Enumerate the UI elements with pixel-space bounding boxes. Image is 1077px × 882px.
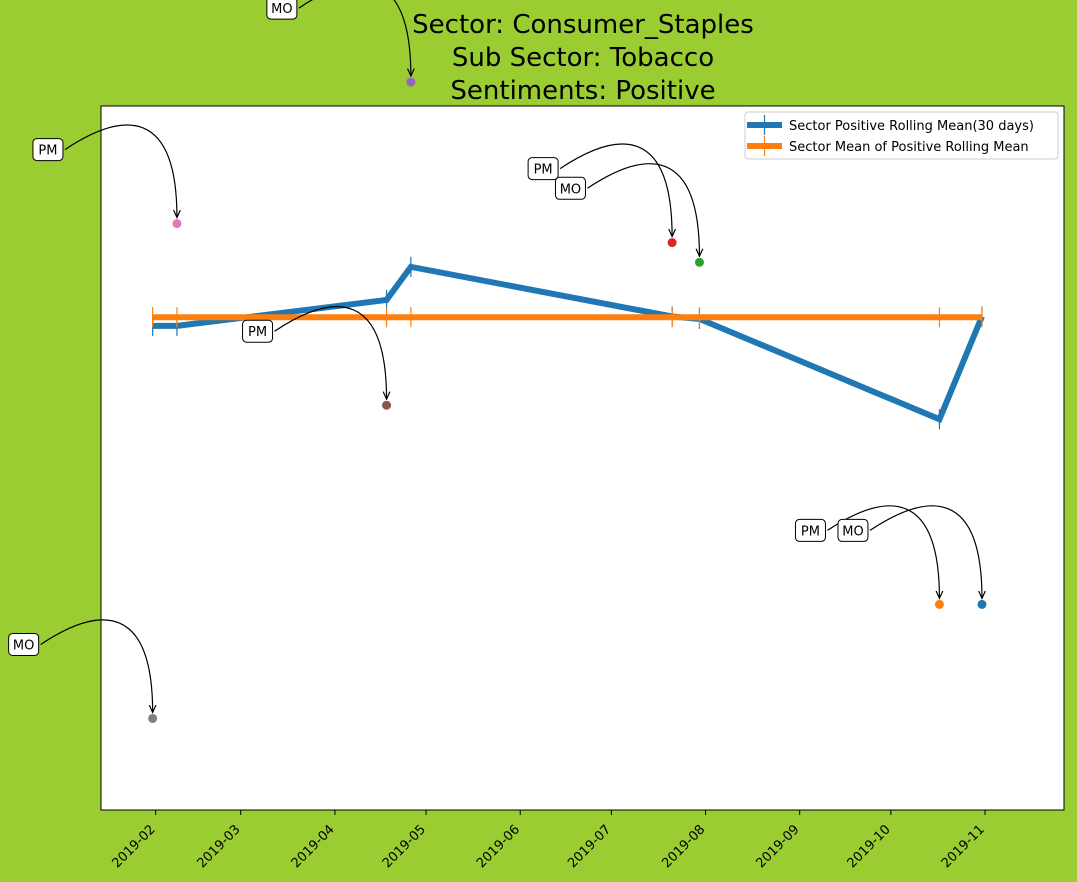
annotation-box	[837, 518, 869, 542]
annotation-box	[527, 157, 559, 181]
x-tick-label: 2019-05	[380, 822, 429, 871]
annotation-arrow	[869, 505, 982, 599]
annotation-box	[794, 518, 826, 542]
x-tick-label: 2019-11	[939, 822, 988, 871]
annotation-arrow	[64, 124, 177, 218]
legend: Sector Positive Rolling Mean(30 days) Se…	[744, 111, 1059, 160]
x-axis: 2019-02 2019-03 2019-04 2019-05 2019-06 2019-…	[109, 810, 988, 871]
x-tick-label: 2019-06	[474, 822, 523, 871]
scatter-layer	[148, 77, 987, 723]
annotation-arrow	[298, 0, 411, 76]
annotation-box	[266, 0, 298, 20]
x-tick-label: 2019-07	[565, 822, 614, 871]
annotation-box	[8, 632, 40, 656]
annotation-arrow	[274, 306, 387, 400]
annotation-box	[32, 138, 64, 162]
scatter-point-mo	[406, 77, 416, 87]
annotation-label: MO	[13, 638, 34, 653]
series-line-0	[152, 263, 985, 424]
scatter-point-mo	[694, 257, 704, 267]
scatter-point-pm	[934, 599, 944, 609]
title-line-2: Sub Sector: Tobacco	[452, 43, 714, 73]
series-layer	[152, 256, 985, 430]
x-tick-label: 2019-03	[195, 822, 244, 871]
annotation-arrow	[827, 505, 939, 599]
annotation-box	[554, 176, 586, 200]
x-tick-label: 2019-10	[845, 822, 894, 871]
scatter-point-pm	[382, 400, 392, 410]
legend-label-mean: Sector Mean of Positive Rolling Mean	[789, 140, 1029, 155]
annotation-label: PM	[801, 524, 820, 539]
annotation-arrow	[587, 163, 699, 257]
title-line-3: Sentiments: Positive	[450, 76, 715, 106]
chart-title: Sector: Consumer_Staples Sub Sector: Tob…	[412, 10, 754, 106]
annotation-label: MO	[271, 2, 292, 17]
annotation-arrow	[559, 143, 672, 237]
x-tick-label: 2019-08	[659, 822, 708, 871]
annotation-label: MO	[560, 182, 581, 197]
scatter-point-pm	[172, 219, 182, 229]
x-tick-label: 2019-04	[289, 822, 338, 871]
annotation-box	[242, 319, 274, 343]
scatter-point-mo	[977, 599, 987, 609]
legend-box	[744, 111, 1059, 160]
scatter-point-pm	[667, 238, 677, 248]
annotation-label: PM	[38, 144, 57, 159]
annotation-layer: MO PM PM MO PM MO PM MO	[8, 0, 982, 713]
plot-area	[100, 105, 1065, 811]
annotation-arrow	[40, 619, 153, 713]
title-line-1: Sector: Consumer_Staples	[412, 10, 754, 40]
legend-label-rolling-mean: Sector Positive Rolling Mean(30 days)	[789, 119, 1034, 134]
annotation-label: PM	[534, 163, 553, 178]
x-tick-label: 2019-02	[109, 822, 158, 871]
x-tick-label: 2019-09	[754, 822, 803, 871]
scatter-point-mo	[148, 713, 158, 723]
annotation-label: PM	[248, 325, 267, 340]
annotation-label: MO	[842, 524, 863, 539]
